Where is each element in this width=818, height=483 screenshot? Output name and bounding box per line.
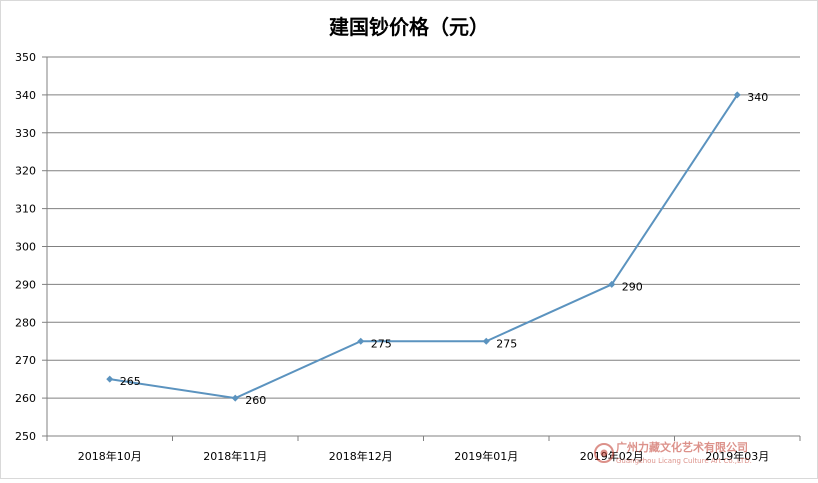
chart-title: 建国钞价格（元） bbox=[329, 15, 489, 39]
data-label: 260 bbox=[245, 394, 266, 407]
axes bbox=[42, 56, 801, 441]
y-tick-labels: 250 260 270 280 290 300 310 320 330 340 350 bbox=[15, 51, 36, 443]
watermark-subtext: Guangzhou Licang Culture Art Co.,LTD. bbox=[616, 457, 752, 465]
x-tick-label: 2018年10月 bbox=[78, 449, 142, 463]
data-point bbox=[608, 280, 616, 288]
series-line bbox=[109, 94, 739, 400]
data-label: 275 bbox=[371, 337, 392, 350]
x-tick-label: 2018年11月 bbox=[203, 449, 267, 463]
data-point bbox=[482, 337, 490, 345]
data-label: 340 bbox=[747, 91, 768, 104]
data-label: 265 bbox=[120, 375, 141, 388]
watermark-logo: 广州力藏文化艺术有限公司 Guangzhou Licang Culture Art… bbox=[594, 440, 752, 465]
data-labels: 265 260 275 275 290 340 bbox=[120, 91, 769, 407]
y-tick-label: 310 bbox=[15, 203, 36, 216]
data-label: 290 bbox=[622, 280, 643, 293]
y-tick-label: 270 bbox=[15, 354, 36, 367]
y-tick-label: 280 bbox=[15, 316, 36, 329]
x-tick-label: 2019年01月 bbox=[454, 449, 518, 463]
y-tick-label: 300 bbox=[15, 241, 36, 254]
data-points bbox=[106, 91, 741, 402]
y-tick-label: 340 bbox=[15, 89, 36, 102]
gridlines bbox=[47, 56, 800, 437]
data-point bbox=[357, 337, 365, 345]
data-label: 275 bbox=[496, 337, 517, 350]
x-tick-label: 2019年03月 bbox=[705, 449, 769, 463]
data-point bbox=[231, 394, 239, 402]
series-line-path bbox=[109, 94, 739, 400]
x-tick-label: 2018年12月 bbox=[329, 449, 393, 463]
y-tick-label: 330 bbox=[15, 127, 36, 140]
y-tick-label: 290 bbox=[15, 278, 36, 291]
y-tick-label: 350 bbox=[15, 51, 36, 64]
y-tick-label: 260 bbox=[15, 392, 36, 405]
data-point bbox=[733, 91, 741, 99]
y-tick-label: 250 bbox=[15, 430, 36, 443]
watermark-text: 广州力藏文化艺术有限公司 bbox=[616, 440, 748, 454]
data-point bbox=[106, 375, 114, 383]
y-tick-label: 320 bbox=[15, 165, 36, 178]
